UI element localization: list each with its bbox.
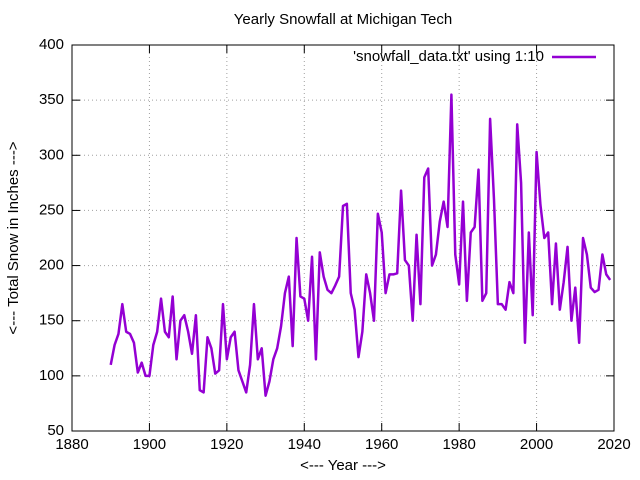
chart-title: Yearly Snowfall at Michigan Tech [234, 11, 452, 28]
legend-label: 'snowfall_data.txt' using 1:10 [353, 48, 544, 65]
x-tick-label: 1980 [442, 436, 475, 453]
data-line [109, 93, 612, 397]
y-tick-label: 150 [39, 312, 64, 329]
x-tick-label: 2020 [597, 436, 630, 453]
plot-frame [71, 44, 615, 432]
y-tick-label: 400 [39, 36, 64, 53]
y-tick-label: 300 [39, 146, 64, 163]
x-tick-label: 1920 [210, 436, 243, 453]
x-tick-label: 2000 [520, 436, 553, 453]
x-axis-label: <--- Year ---> [300, 457, 386, 474]
y-tick-label: 50 [47, 422, 64, 439]
y-tick-label: 250 [39, 201, 64, 218]
y-tick-label: 350 [39, 91, 64, 108]
x-tick-label: 1940 [288, 436, 321, 453]
y-axis-label: <--- Total Snow in Inches ---> [5, 141, 22, 334]
x-tick-label: 1960 [365, 436, 398, 453]
x-tick-label: 1900 [133, 436, 166, 453]
y-tick-label: 200 [39, 257, 64, 274]
y-tick-label: 100 [39, 367, 64, 384]
x-tick-label: 1880 [55, 436, 88, 453]
